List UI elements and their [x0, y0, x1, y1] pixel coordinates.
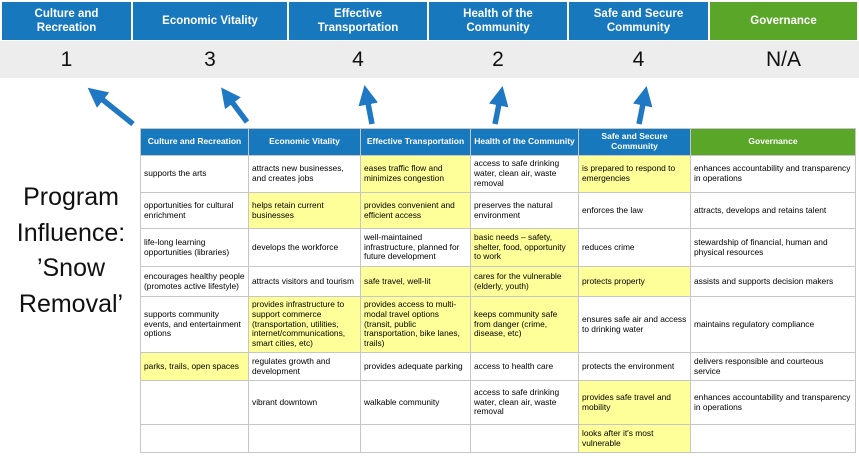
matrix-cell: access to safe drinking water, clean air… [471, 381, 579, 425]
matrix-cell: provides convenient and efficient access [361, 193, 471, 229]
pillar-label: Effective Transportation [317, 7, 399, 34]
matrix-cell [361, 425, 471, 453]
pillar-governance: Governance [710, 2, 857, 40]
pillar-culture-and-recreation: Culture and Recreation [2, 2, 131, 40]
matrix-cell: walkable community [361, 381, 471, 425]
matrix-cell: maintains regulatory compliance [691, 297, 856, 353]
matrix-cell: eases traffic flow and minimizes congest… [361, 156, 471, 193]
matrix-cell: cares for the vulnerable (elderly, youth… [471, 267, 579, 297]
matrix-cell: provides access to multi-modal travel op… [361, 297, 471, 353]
up-arrow-icon [488, 86, 509, 125]
matrix-cell: regulates growth and development [249, 353, 361, 381]
matrix-cell: delivers responsible and courteous servi… [691, 353, 856, 381]
pillar-header-row: Culture and Recreation Economic Vitality E… [0, 0, 859, 40]
matrix-cell: attracts new businesses, and creates job… [249, 156, 361, 193]
matrix-cell: provides infrastructure to support comme… [249, 297, 361, 353]
pillar-label: Health of the Community [463, 7, 533, 34]
matrix-cell [691, 425, 856, 453]
matrix-cell: looks after it's most vulnerable [579, 425, 691, 453]
up-arrow-icon [632, 86, 653, 125]
score-culture-and-recreation: 1 [60, 47, 73, 71]
matrix-cell [249, 425, 361, 453]
matrix-cell: reduces crime [579, 229, 691, 267]
matrix-cell: supports the arts [141, 156, 249, 193]
matrix-cell: life-long learning opportunities (librar… [141, 229, 249, 267]
matrix-header-governance: Governance [691, 129, 856, 156]
pillar-label: Safe and Secure Community [593, 7, 684, 34]
matrix-cell: enforces the law [579, 193, 691, 229]
matrix-cell: protects the environment [579, 353, 691, 381]
matrix-cell: enhances accountability and transparency… [691, 381, 856, 425]
matrix-header-economic-vitality: Economic Vitality [249, 129, 361, 156]
up-arrow-icon [87, 87, 135, 127]
matrix-cell: protects property [579, 267, 691, 297]
pillar-economic-vitality: Economic Vitality [133, 2, 287, 40]
matrix-cell: supports community events, and entertain… [141, 297, 249, 353]
matrix-cell: stewardship of financial, human and phys… [691, 229, 856, 267]
score-governance: N/A [765, 47, 802, 71]
matrix-cell: safe travel, well-lit [361, 267, 471, 297]
matrix-header-safe-and-secure-community: Safe and Secure Community [579, 129, 691, 156]
matrix-cell [141, 381, 249, 425]
matrix-cell: assists and supports decision makers [691, 267, 856, 297]
matrix-cell: attracts visitors and tourism [249, 267, 361, 297]
score-economic-vitality: 3 [204, 47, 216, 71]
matrix-header-effective-transportation: Effective Transportation [361, 129, 471, 156]
matrix-cell: provides safe travel and mobility [579, 381, 691, 425]
up-arrow-icon [221, 87, 250, 124]
matrix-cell: develops the workforce [249, 229, 361, 267]
matrix-cell: basic needs – safety, shelter, food, opp… [471, 229, 579, 267]
matrix-cell [471, 425, 579, 453]
program-influence-label: Program Influence: ’Snow Removal’ [16, 183, 126, 318]
matrix-cell: helps retain current businesses [249, 193, 361, 229]
matrix-header-health-of-the-community: Health of the Community [471, 129, 579, 156]
score-band: 1 3 4 2 4 N/A [0, 41, 859, 78]
pillar-effective-transportation: Effective Transportation [289, 2, 427, 40]
matrix-cell: vibrant downtown [249, 381, 361, 425]
score-effective-transportation: 4 [352, 47, 364, 71]
matrix-cell: access to safe drinking water, clean air… [471, 156, 579, 193]
pillar-label: Culture and Recreation [34, 7, 99, 34]
matrix-cell: keeps community safe from danger (crime,… [471, 297, 579, 353]
matrix-cell: parks, trails, open spaces [141, 353, 249, 381]
influence-matrix-table: Culture and Recreation Economic Vitality E… [140, 128, 856, 453]
matrix-cell [141, 425, 249, 453]
pillar-label: Governance [750, 14, 817, 27]
matrix-cell: attracts, develops and retains talent [691, 193, 856, 229]
matrix-cell: ensures safe air and access to drinking … [579, 297, 691, 353]
matrix-cell: opportunities for cultural enrichment [141, 193, 249, 229]
up-arrow-icon [358, 85, 378, 125]
matrix-cell: access to health care [471, 353, 579, 381]
pillar-safe-and-secure-community: Safe and Secure Community [569, 2, 708, 40]
matrix-cell: preserves the natural environment [471, 193, 579, 229]
matrix-cell: provides adequate parking [361, 353, 471, 381]
matrix-cell: encourages healthy people (promotes acti… [141, 267, 249, 297]
matrix-header-culture-and-recreation: Culture and Recreation [141, 129, 249, 156]
matrix-cell: enhances accountability and transparency… [691, 156, 856, 193]
matrix-cell: is prepared to respond to emergencies [579, 156, 691, 193]
score-safe-and-secure-community: 4 [632, 47, 645, 71]
pillar-label: Economic Vitality [162, 14, 258, 27]
score-health-of-the-community: 2 [492, 47, 504, 71]
matrix-cell: well-maintained infrastructure, planned … [361, 229, 471, 267]
pillar-health-of-the-community: Health of the Community [429, 2, 567, 40]
